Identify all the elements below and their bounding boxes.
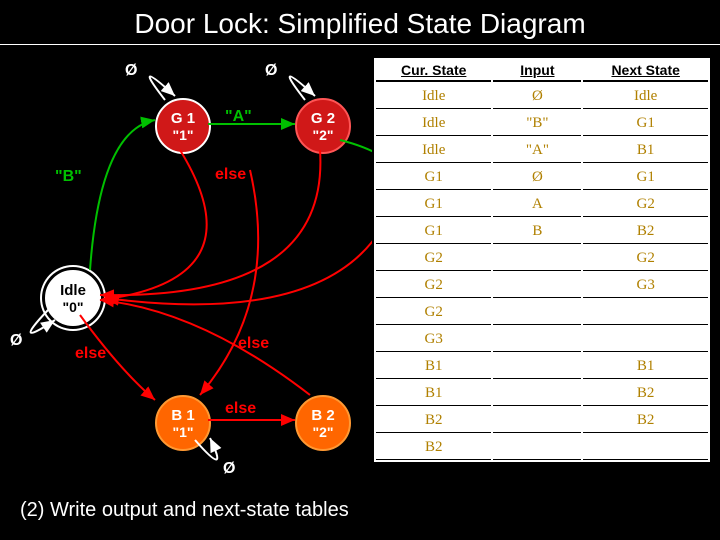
table-row: G1AG2 [376,192,708,217]
state-node-g2: G 2"2" [295,98,351,154]
edge-label-g1_g2: "A" [225,108,252,126]
edge-label-b1_b2: else [225,400,256,418]
edge-label-top_else: else [238,335,269,353]
table-header: Cur. State [376,60,491,82]
table-row: B2B2 [376,408,708,433]
edge-label-g1_else: else [215,166,246,184]
table-header: Next State [583,60,708,82]
table-row: B2 [376,435,708,460]
state-node-b1: B 1"1" [155,395,211,451]
edge-label-idle_self: Ø [10,332,22,350]
edge-label-g1_self: Ø [125,62,137,80]
table-row: G1ØG1 [376,165,708,190]
page-title: Door Lock: Simplified State Diagram [0,0,720,45]
table-row: G2G2 [376,246,708,271]
edge-label-g2_self: Ø [265,62,277,80]
table-row: B1B2 [376,381,708,406]
table-row: Idle"B"G1 [376,111,708,136]
table-row: G2 [376,300,708,325]
state-node-b2: B 2"2" [295,395,351,451]
footer-text: (2) Write output and next-state tables [20,499,349,522]
edge-label-to_idle_b: "B" [55,168,82,186]
state-node-g1: G 1"1" [155,98,211,154]
table-row: IdleØIdle [376,84,708,109]
table-header: Input [493,60,581,82]
state-table: Cur. StateInputNext StateIdleØIdleIdle"B… [372,56,712,464]
table-row: G3 [376,327,708,352]
table-row: G1BB2 [376,219,708,244]
table-row: G2G3 [376,273,708,298]
table-row: B1B1 [376,354,708,379]
edge-label-b1_else: else [75,345,106,363]
edge-label-b1_self: Ø [223,460,235,478]
table-row: Idle"A"B1 [376,138,708,163]
state-node-idle: Idle"0" [45,270,101,326]
